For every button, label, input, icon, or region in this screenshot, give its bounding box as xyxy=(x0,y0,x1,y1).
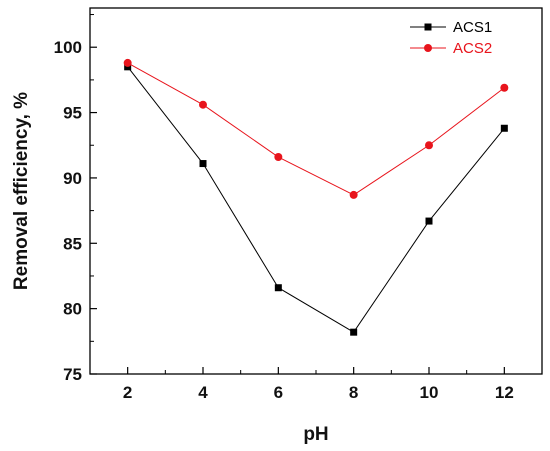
data-point-acs2 xyxy=(425,141,433,150)
x-tick-label: 6 xyxy=(274,383,283,402)
data-point-acs1 xyxy=(199,160,207,168)
axis-ticks: 2 4 6 8 10 12 75 80 85 90 95 100 xyxy=(54,14,543,402)
legend-label-acs1: ACS1 xyxy=(453,19,492,36)
data-point-acs1 xyxy=(350,328,358,336)
data-point-acs2 xyxy=(274,153,283,162)
x-tick-label: 4 xyxy=(198,383,208,402)
data-point-acs1 xyxy=(500,124,508,132)
y-tick-label: 90 xyxy=(63,169,82,188)
legend-marker-acs2 xyxy=(424,44,432,52)
legend-marker-acs1 xyxy=(424,23,432,31)
x-axis-title: pH xyxy=(303,424,328,445)
series-layer xyxy=(123,58,509,336)
y-tick-label: 95 xyxy=(63,104,82,123)
y-tick-label: 75 xyxy=(63,365,82,384)
data-point-acs2 xyxy=(199,100,207,109)
x-tick-label: 10 xyxy=(420,383,439,402)
legend-label-acs2: ACS2 xyxy=(453,40,492,57)
x-tick-label: 12 xyxy=(495,383,514,402)
plot-frame xyxy=(89,7,543,375)
x-tick-label: 8 xyxy=(349,383,358,402)
x-tick-label: 2 xyxy=(123,383,132,402)
data-point-acs2 xyxy=(349,190,358,199)
y-tick-label: 80 xyxy=(63,300,82,319)
series-line-acs2 xyxy=(127,62,505,196)
y-tick-label: 100 xyxy=(54,38,82,57)
data-point-acs1 xyxy=(425,217,433,225)
legend: ACS1 ACS2 xyxy=(410,19,492,57)
y-tick-label: 85 xyxy=(63,234,82,253)
y-axis-title: Removal efficiency, % xyxy=(11,92,32,290)
data-point-acs2 xyxy=(123,58,132,67)
data-point-acs1 xyxy=(274,284,282,292)
data-point-acs2 xyxy=(500,83,509,92)
series-line-acs1 xyxy=(127,66,505,333)
